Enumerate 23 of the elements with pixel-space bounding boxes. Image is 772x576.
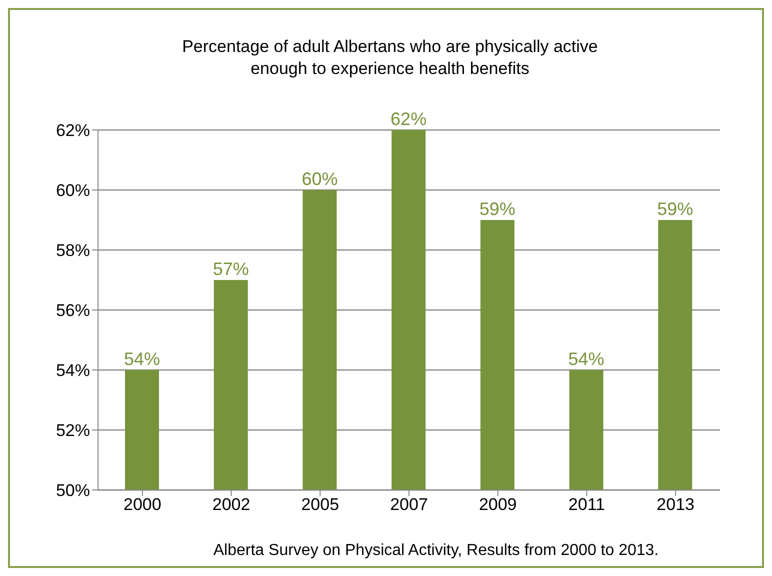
data-label: 57% xyxy=(212,259,249,279)
y-tick-label: 50% xyxy=(56,481,90,500)
x-tick-label: 2000 xyxy=(124,495,162,514)
chart-title: Percentage of adult Albertans who are physically active enough to experience health benefits xyxy=(181,36,599,80)
text: Alberta Survey on Physical Activity, Results from 2000 to 2013. xyxy=(212,542,660,560)
y-tick-label: 56% xyxy=(56,301,90,320)
data-label: 59% xyxy=(479,199,516,219)
x-tick-label: 2011 xyxy=(568,495,605,514)
y-tick-label: 52% xyxy=(56,421,90,440)
x-tick-label: 2002 xyxy=(212,495,250,514)
y-tick-label: 60% xyxy=(56,181,90,200)
data-label: 54% xyxy=(568,349,604,369)
x-tick-label: 2013 xyxy=(656,495,694,514)
x-tick-label: 2005 xyxy=(301,495,340,514)
data-label: 60% xyxy=(302,169,338,189)
data-label: 54% xyxy=(124,349,160,369)
y-tick-label: 54% xyxy=(56,361,90,380)
data-label: 62% xyxy=(390,109,427,129)
x-tick-label: 2007 xyxy=(390,495,428,514)
data-label: 59% xyxy=(657,199,694,219)
y-tick-label: 58% xyxy=(56,241,90,260)
y-tick-label: 62% xyxy=(56,121,90,140)
x-tick-label: 2009 xyxy=(478,495,517,514)
